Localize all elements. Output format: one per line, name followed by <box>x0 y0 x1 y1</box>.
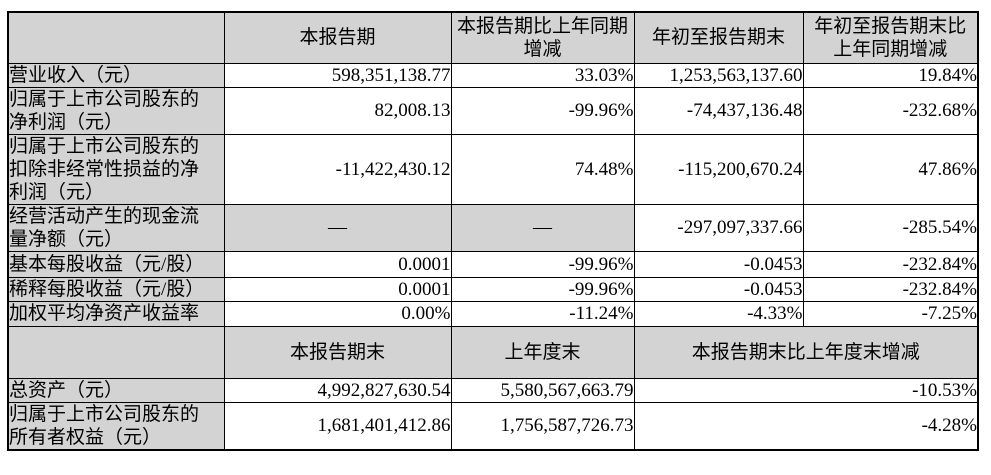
cell-period-end: 4,992,827,630.54 <box>223 377 452 403</box>
table-row: 总资产（元） 4,992,827,630.54 5,580,567,663.79… <box>7 377 979 403</box>
row-label: 基本每股收益（元/股） <box>7 250 225 278</box>
table-row: 基本每股收益（元/股） 0.0001 -99.96% -0.0453 -232.… <box>7 250 979 278</box>
cell-ytd: -297,097,337.66 <box>633 203 804 252</box>
header-ytd: 年初至报告期末 <box>633 11 804 64</box>
cell-current-change: 33.03% <box>450 62 635 88</box>
table-row: 归属于上市公司股东的 所有者权益（元） 1,681,401,412.86 1,7… <box>7 401 979 450</box>
cell-current-period: 598,351,138.77 <box>223 62 452 88</box>
cell-ytd-change: -232.84% <box>802 250 979 278</box>
header-end-change: 本报告期末比上年度末增减 <box>633 325 979 379</box>
table-row: 稀释每股收益（元/股） 0.0001 -99.96% -0.0453 -232.… <box>7 276 979 302</box>
cell-ytd: -0.0453 <box>633 250 804 278</box>
table-header-row-2: 本报告期末 上年度末 本报告期末比上年度末增减 <box>7 325 979 379</box>
table-row: 归属于上市公司股东的 扣除非经常性损益的净 利润（元） -11,422,430.… <box>7 133 979 205</box>
cell-current-change: -99.96% <box>450 276 635 302</box>
cell-ytd-change: -7.25% <box>802 300 979 327</box>
cell-ytd-change: -285.54% <box>802 203 979 252</box>
row-label: 经营活动产生的现金流 量净额（元） <box>7 203 225 252</box>
header-period-end: 本报告期末 <box>223 325 452 379</box>
row-label: 总资产（元） <box>7 377 225 403</box>
cell-prior-year-end: 5,580,567,663.79 <box>450 377 635 403</box>
table-row: 加权平均净资产收益率 0.00% -11.24% -4.33% -7.25% <box>7 300 979 327</box>
cell-ytd-change: -232.68% <box>802 86 979 135</box>
cell-current-period: -11,422,430.12 <box>223 133 452 205</box>
dash-placeholder: — <box>450 203 635 252</box>
cell-current-change: -99.96% <box>450 250 635 278</box>
header-empty-cell <box>7 325 225 379</box>
header-current-period-change: 本报告期比上年同期 增减 <box>450 11 635 64</box>
cell-ytd-change: 19.84% <box>802 62 979 88</box>
row-label: 营业收入（元） <box>7 62 225 88</box>
cell-current-change: -99.96% <box>450 86 635 135</box>
row-label: 稀释每股收益（元/股） <box>7 276 225 302</box>
row-label: 归属于上市公司股东的 所有者权益（元） <box>7 401 225 450</box>
cell-period-end: 1,681,401,412.86 <box>223 401 452 450</box>
dash-placeholder: — <box>223 203 452 252</box>
table-row: 营业收入（元） 598,351,138.77 33.03% 1,253,563,… <box>7 62 979 88</box>
cell-ytd: -4.33% <box>633 300 804 327</box>
cell-current-period: 0.0001 <box>223 250 452 278</box>
row-label: 归属于上市公司股东的 扣除非经常性损益的净 利润（元） <box>7 133 225 205</box>
financial-summary-table: 本报告期 本报告期比上年同期 增减 年初至报告期末 年初至报告期末比 上年同期增… <box>7 11 979 451</box>
cell-current-period: 0.00% <box>223 300 452 327</box>
cell-end-change: -10.53% <box>633 377 979 403</box>
header-prior-year-end: 上年度末 <box>450 325 635 379</box>
cell-ytd: -115,200,670.24 <box>633 133 804 205</box>
cell-ytd-change: -232.84% <box>802 276 979 302</box>
row-label: 归属于上市公司股东的 净利润（元） <box>7 86 225 135</box>
cell-current-change: 74.48% <box>450 133 635 205</box>
header-empty-cell <box>7 11 225 64</box>
cell-ytd: 1,253,563,137.60 <box>633 62 804 88</box>
cell-current-change: -11.24% <box>450 300 635 327</box>
table-header-row-1: 本报告期 本报告期比上年同期 增减 年初至报告期末 年初至报告期末比 上年同期增… <box>7 11 979 64</box>
cell-end-change: -4.28% <box>633 401 979 450</box>
cell-current-period: 0.0001 <box>223 276 452 302</box>
table-row: 经营活动产生的现金流 量净额（元） — — -297,097,337.66 -2… <box>7 203 979 252</box>
row-label: 加权平均净资产收益率 <box>7 300 225 327</box>
cell-current-period: 82,008.13 <box>223 86 452 135</box>
cell-ytd: -74,437,136.48 <box>633 86 804 135</box>
cell-ytd-change: 47.86% <box>802 133 979 205</box>
cell-prior-year-end: 1,756,587,726.73 <box>450 401 635 450</box>
table-row: 归属于上市公司股东的 净利润（元） 82,008.13 -99.96% -74,… <box>7 86 979 135</box>
header-current-period: 本报告期 <box>223 11 452 64</box>
header-ytd-change: 年初至报告期末比 上年同期增减 <box>802 11 979 64</box>
cell-ytd: -0.0453 <box>633 276 804 302</box>
